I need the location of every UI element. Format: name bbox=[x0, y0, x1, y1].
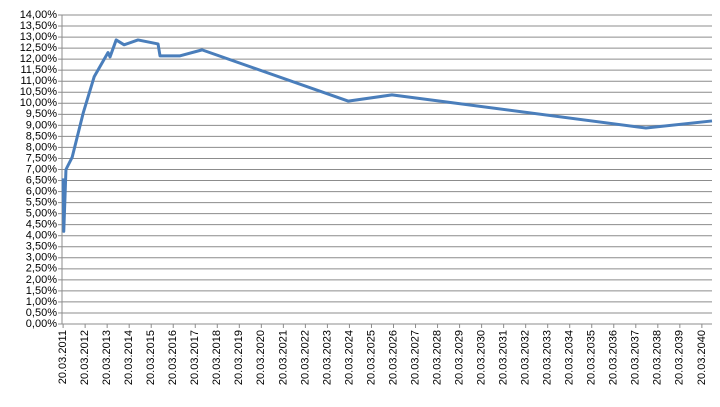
x-tick-label: 20.03.2030 bbox=[476, 330, 488, 385]
y-tick-label: 0,00% bbox=[26, 318, 57, 330]
y-tick-label: 7,00% bbox=[26, 163, 57, 175]
x-tick-label: 20.03.2013 bbox=[101, 330, 113, 385]
y-tick-label: 8,50% bbox=[26, 130, 57, 142]
y-tick-label: 12,00% bbox=[20, 53, 58, 65]
x-tick-label: 20.03.2035 bbox=[586, 330, 598, 385]
x-tick-label: 20.03.2012 bbox=[79, 330, 91, 385]
x-tick-label: 20.03.2024 bbox=[343, 330, 355, 385]
y-tick-label: 11,50% bbox=[21, 64, 58, 76]
x-tick-label: 20.03.2026 bbox=[387, 330, 399, 385]
x-tick-label: 20.03.2036 bbox=[608, 330, 620, 385]
y-tick-label: 4,50% bbox=[26, 219, 57, 231]
x-tick-label: 20.03.2027 bbox=[409, 330, 421, 385]
y-tick-label: 0,50% bbox=[26, 307, 57, 319]
y-tick-label: 3,00% bbox=[26, 252, 57, 264]
y-tick-label: 1,00% bbox=[26, 296, 57, 308]
x-tick-label: 20.03.2040 bbox=[696, 330, 708, 385]
y-tick-label: 11,00% bbox=[21, 75, 58, 87]
x-tick-label: 20.03.2020 bbox=[255, 330, 267, 385]
x-tick-label: 20.03.2038 bbox=[652, 330, 664, 385]
data-line bbox=[61, 38, 713, 233]
y-tick-label: 10,00% bbox=[20, 97, 58, 109]
x-tick-label: 20.03.2029 bbox=[453, 330, 465, 385]
y-tick-label: 12,50% bbox=[20, 42, 58, 54]
y-tick-label: 10,50% bbox=[20, 86, 58, 98]
x-tick-label: 20.03.2021 bbox=[277, 330, 289, 385]
x-tick-label: 20.03.2023 bbox=[321, 330, 333, 385]
x-tick-label: 20.03.2031 bbox=[498, 330, 510, 385]
y-tick-label: 9,50% bbox=[26, 108, 57, 120]
x-tick-label: 20.03.2011 bbox=[57, 330, 69, 384]
y-tick-label: 9,00% bbox=[26, 119, 57, 131]
y-tick-label: 13,50% bbox=[20, 20, 58, 32]
x-tick-label: 20.03.2025 bbox=[365, 330, 377, 385]
x-tick-label: 20.03.2017 bbox=[189, 330, 201, 385]
x-tick-label: 20.03.2034 bbox=[564, 330, 576, 385]
y-tick-label: 2,00% bbox=[26, 274, 57, 286]
y-tick-label: 13,00% bbox=[20, 31, 58, 43]
x-tick-label: 20.03.2028 bbox=[431, 330, 443, 385]
y-tick-label: 8,00% bbox=[26, 141, 57, 153]
x-tick-label: 20.03.2016 bbox=[167, 330, 179, 385]
y-tick-label: 14,00% bbox=[20, 9, 58, 21]
y-tick-label: 4,00% bbox=[26, 230, 57, 242]
x-tick-label: 20.03.2018 bbox=[211, 330, 223, 385]
x-tick-label: 20.03.2014 bbox=[123, 330, 135, 385]
y-tick-label: 5,00% bbox=[26, 208, 57, 220]
y-tick-label: 2,50% bbox=[26, 263, 57, 275]
x-tick-label: 20.03.2037 bbox=[630, 330, 642, 385]
x-tick-label: 20.03.2019 bbox=[233, 330, 245, 385]
x-tick-label: 20.03.2032 bbox=[520, 330, 532, 385]
y-tick-label: 3,50% bbox=[26, 241, 57, 253]
y-tick-label: 6,50% bbox=[26, 174, 57, 186]
x-tick-label: 20.03.2039 bbox=[674, 330, 686, 385]
y-tick-label: 1,50% bbox=[26, 285, 57, 297]
y-tick-label: 7,50% bbox=[26, 152, 57, 164]
x-tick-label: 20.03.2033 bbox=[542, 330, 554, 385]
y-tick-label: 5,50% bbox=[26, 197, 57, 209]
x-tick-label: 20.03.2022 bbox=[299, 330, 311, 385]
y-tick-label: 6,00% bbox=[26, 185, 57, 197]
x-tick-label: 20.03.2015 bbox=[145, 330, 157, 385]
